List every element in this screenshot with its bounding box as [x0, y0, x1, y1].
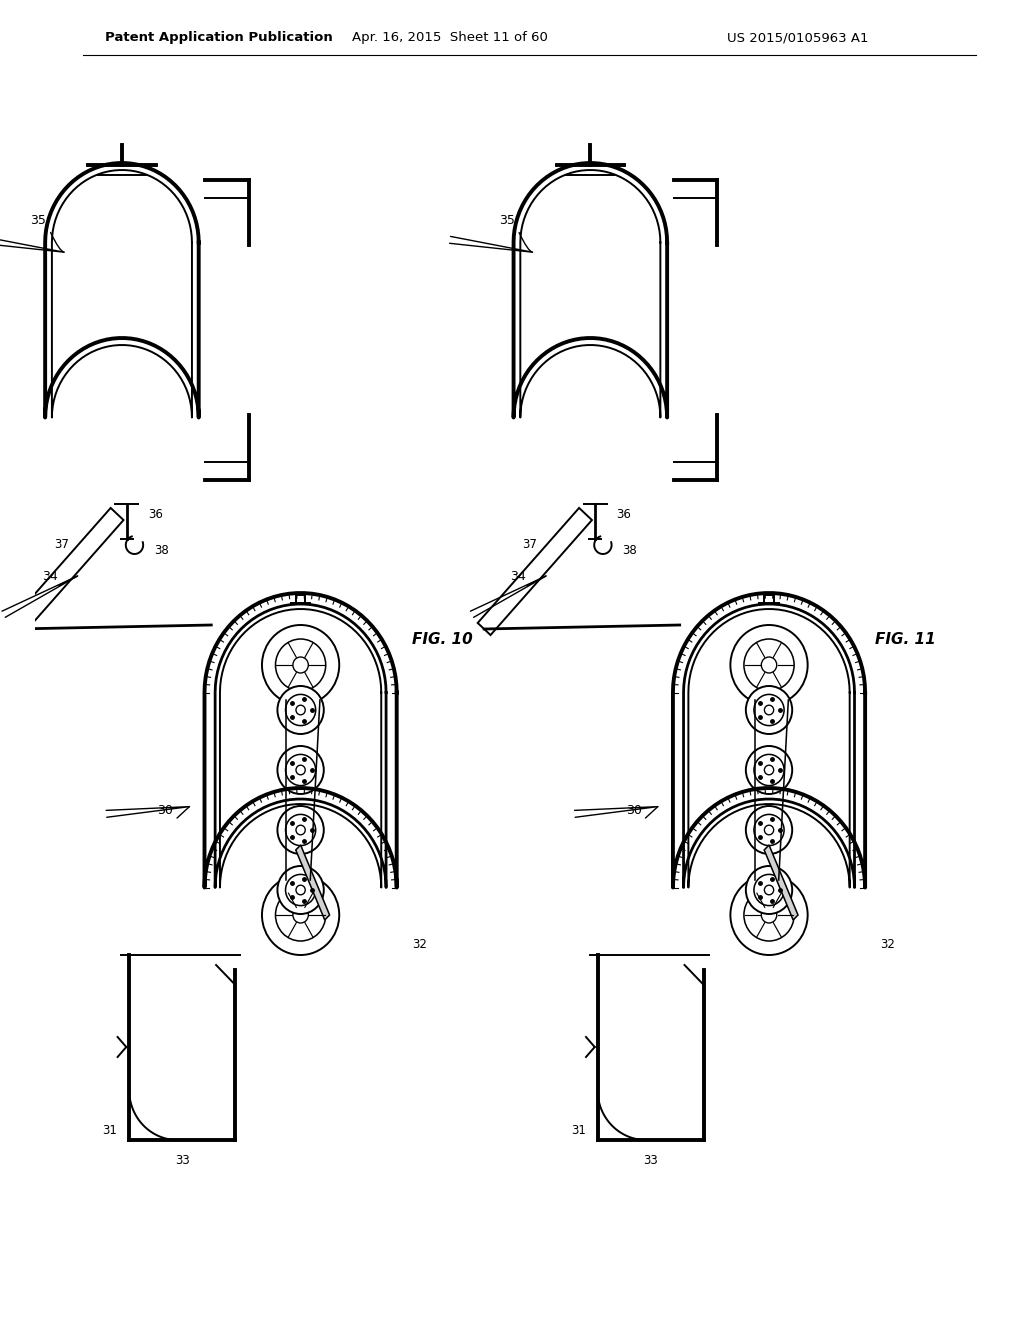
Text: 31: 31 [102, 1123, 118, 1137]
Circle shape [278, 746, 324, 795]
Text: 33: 33 [643, 1154, 658, 1167]
Circle shape [745, 746, 793, 795]
Circle shape [293, 657, 308, 673]
Text: 35: 35 [499, 214, 514, 227]
Circle shape [296, 766, 305, 775]
Text: 34: 34 [42, 570, 57, 583]
Text: Patent Application Publication: Patent Application Publication [104, 32, 333, 45]
Text: US 2015/0105963 A1: US 2015/0105963 A1 [727, 32, 868, 45]
Circle shape [764, 705, 774, 715]
Text: 38: 38 [154, 544, 169, 557]
Circle shape [262, 875, 339, 954]
Circle shape [296, 705, 305, 715]
Text: 36: 36 [148, 507, 163, 520]
Text: 31: 31 [570, 1123, 586, 1137]
Text: 32: 32 [412, 939, 427, 952]
Circle shape [262, 624, 339, 705]
Circle shape [730, 875, 808, 954]
Polygon shape [477, 508, 592, 635]
Text: FIG. 10: FIG. 10 [412, 632, 472, 648]
Text: 33: 33 [175, 1154, 189, 1167]
Circle shape [730, 624, 808, 705]
Polygon shape [296, 845, 330, 920]
Circle shape [745, 686, 793, 734]
Circle shape [764, 886, 774, 895]
Circle shape [296, 886, 305, 895]
Text: 37: 37 [522, 537, 538, 550]
Circle shape [278, 866, 324, 913]
Text: 36: 36 [616, 507, 632, 520]
Circle shape [764, 825, 774, 834]
Text: 32: 32 [881, 939, 895, 952]
Polygon shape [9, 508, 124, 635]
Circle shape [296, 825, 305, 834]
Circle shape [278, 807, 324, 854]
Polygon shape [764, 845, 798, 920]
Text: 30: 30 [626, 804, 642, 817]
Circle shape [293, 907, 308, 923]
Text: Apr. 16, 2015  Sheet 11 of 60: Apr. 16, 2015 Sheet 11 of 60 [352, 32, 548, 45]
Circle shape [745, 866, 793, 913]
Text: 30: 30 [158, 804, 173, 817]
Text: 35: 35 [30, 214, 46, 227]
Circle shape [745, 807, 793, 854]
Circle shape [278, 686, 324, 734]
Circle shape [764, 766, 774, 775]
Circle shape [761, 907, 777, 923]
Text: FIG. 11: FIG. 11 [876, 632, 936, 648]
Text: 38: 38 [623, 544, 637, 557]
Text: 37: 37 [54, 537, 69, 550]
Text: 34: 34 [510, 570, 526, 583]
Circle shape [761, 657, 777, 673]
